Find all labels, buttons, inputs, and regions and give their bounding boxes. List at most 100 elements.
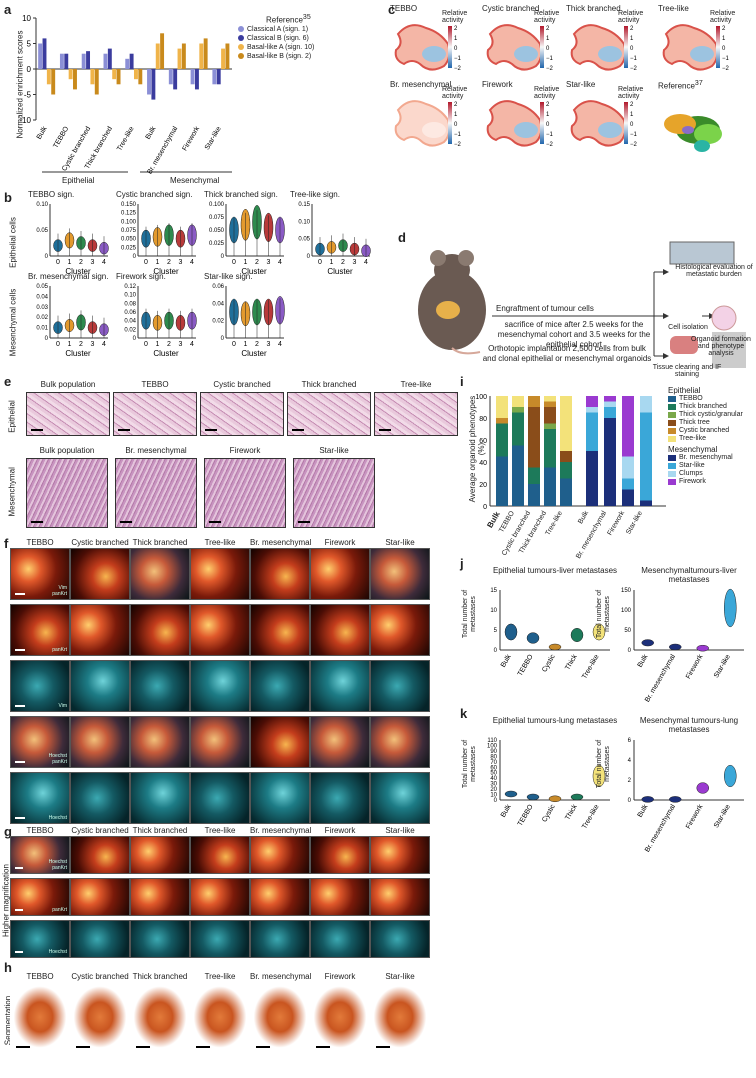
panel-label-a: a [4, 2, 12, 17]
y-tick-label: -10 [19, 116, 31, 125]
colorbar-label: Relative activity [534, 10, 560, 24]
panel-label-j: j [460, 556, 464, 571]
bar [160, 33, 165, 69]
umap-plot [664, 114, 722, 152]
panel-i-chart: 100 80 60 40 20 0 [475, 394, 666, 511]
umap-title: Br. mesenchymal [390, 80, 452, 89]
colorbar: 2 1 0 −1 −2 [448, 26, 462, 70]
colorbar-tick: −2 [546, 142, 554, 146]
scale-bar [205, 429, 217, 431]
stain-label: Hoechst [48, 815, 67, 821]
legend-label: Firework [679, 478, 706, 485]
stain-label: Hoechst panKrt [48, 859, 67, 871]
scale-bar [31, 521, 43, 523]
scale-bar [15, 649, 25, 651]
if-image [370, 772, 430, 824]
h-column-title: Thick branched [132, 972, 188, 981]
histo-text: Histological evaluation of metastatic bu… [675, 264, 753, 278]
stacked-segment [512, 407, 524, 413]
umap-plot [662, 24, 719, 71]
g-image [310, 878, 370, 916]
bar [94, 69, 99, 95]
bar [138, 69, 143, 85]
bar [103, 53, 108, 69]
stacked-segment [622, 396, 634, 457]
legend-item: Star-like [668, 462, 743, 470]
cluster-tick: 1 [330, 259, 334, 266]
violin-ylabel: Total number of metastases [462, 739, 477, 789]
if-image [310, 604, 370, 656]
isolation-text: Cell isolation [668, 324, 708, 331]
y-tick-label: 50 [490, 771, 497, 777]
cluster-tick: 2 [341, 259, 345, 266]
colorbar-tick: −1 [454, 132, 462, 138]
umap-title: Tree-like [658, 4, 689, 13]
legend-item: Firework [668, 478, 743, 486]
legend-label: Basal-like A (sign. 10) [247, 43, 315, 51]
violin-title: Star-like sign. [204, 272, 253, 281]
bar [194, 69, 199, 90]
if-image [370, 716, 430, 768]
if-image [70, 660, 130, 712]
x-axis-label: Cluster [153, 267, 179, 276]
umap-shape [394, 100, 451, 147]
legend-item: Thick branched [668, 403, 743, 411]
sacrifice-text: sacrifice of mice after 2.5 weeks for th… [497, 320, 651, 349]
category-label: Bulk [500, 803, 513, 819]
legend-label: Thick tree [679, 419, 710, 426]
y-tick-label: 20 [490, 787, 497, 793]
bar [86, 51, 91, 69]
umap-plot [394, 100, 451, 147]
colorbar: 2 1 0 −1 −2 [540, 102, 554, 146]
if-image [130, 548, 190, 600]
cluster-tick: 0 [232, 259, 236, 266]
cluster-tick: 3 [179, 341, 183, 348]
h-column-title: TEBBO [26, 972, 54, 981]
colorbar-label: Relative activity [442, 10, 468, 24]
legend-swatch [668, 471, 676, 477]
colorbar-label: Relative activity [618, 10, 644, 24]
stacked-segment [544, 407, 556, 424]
colorbar-tick: −1 [630, 56, 638, 62]
umap-plot [394, 24, 451, 71]
legend-swatch [668, 455, 676, 461]
y-tick-label: 0 [45, 254, 49, 260]
y-tick-label: 0 [494, 798, 498, 804]
legend-epi-title: Epithelial [668, 386, 701, 395]
legend-swatch [668, 428, 676, 434]
colorbar-tick: −2 [630, 142, 638, 146]
panel-i-ylabel: Average organoid phenotypes (%) [468, 395, 486, 503]
scale-bar [31, 429, 43, 431]
violin [504, 623, 518, 641]
category-label: Bulk [500, 653, 513, 669]
g-image [130, 878, 190, 916]
bar [155, 43, 160, 69]
colorbar-tick: −2 [454, 142, 462, 146]
scale-bar [76, 1046, 90, 1048]
legend-label: Thick cystic/granular [679, 411, 743, 418]
stacked-segment [604, 418, 616, 506]
legend-swatch [668, 479, 676, 485]
colorbar-label: Relative activity [534, 86, 560, 100]
panel-b-ylabel-epithelial: Epithelial cells [8, 217, 18, 268]
category-label: Bulk [637, 803, 650, 819]
cluster-tick: 4 [190, 341, 194, 348]
legend-swatch [668, 412, 676, 418]
y-tick-label: 5 [27, 40, 32, 49]
y-tick-label: 0.10 [36, 202, 48, 208]
bar [112, 69, 117, 80]
stain-label: Hoechst panKrt [48, 753, 67, 765]
bar [216, 69, 221, 85]
y-tick-label: 0.02 [124, 327, 136, 333]
x-axis-label: Cluster [241, 349, 267, 358]
bar [90, 69, 95, 85]
violin-plot: 0.150 0.125 0.100 0.075 0.050 0.025 0 0 1 2 3 4 Clus… [121, 202, 197, 276]
legend-item: Clumps [668, 470, 743, 478]
cluster-tick: 1 [244, 259, 248, 266]
colorbar: 2 1 0 −1 −2 [624, 102, 638, 146]
if-image [370, 604, 430, 656]
violin [696, 782, 709, 794]
if-image [310, 660, 370, 712]
panel-label-d: d [398, 230, 406, 245]
